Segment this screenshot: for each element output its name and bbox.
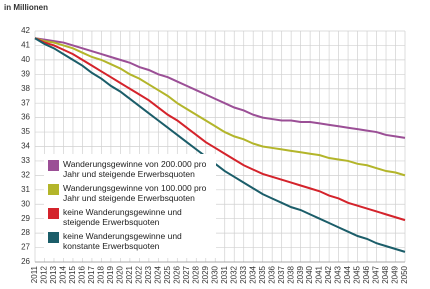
x-tick-label: 2029 xyxy=(201,265,210,283)
line-series xyxy=(34,37,406,253)
x-tick-label: 2040 xyxy=(305,265,314,283)
x-tick-label: 2013 xyxy=(49,265,58,283)
x-tick-label: 2032 xyxy=(229,265,238,283)
x-tick-label: 2048 xyxy=(381,265,390,283)
x-tick-label: 2049 xyxy=(391,265,400,283)
x-tick-label: 2026 xyxy=(172,265,181,283)
y-tick-label: 40 xyxy=(21,55,30,64)
x-tick-label: 2038 xyxy=(286,265,295,283)
x-tick-label: 2033 xyxy=(239,265,248,283)
x-tick-label: 2036 xyxy=(267,265,276,283)
legend-label: Wanderungsgewinne von 200.000 pro Jahr u… xyxy=(63,159,207,179)
x-tick-label: 2020 xyxy=(115,265,124,283)
y-tick-label: 32 xyxy=(21,170,30,179)
x-tick-label: 2037 xyxy=(277,265,286,283)
x-tick-label: 2018 xyxy=(97,265,106,283)
line-series xyxy=(34,37,406,177)
y-tick-label: 34 xyxy=(21,142,30,151)
y-tick-label: 37 xyxy=(21,98,30,107)
line-series xyxy=(34,37,406,139)
x-tick-label: 2046 xyxy=(362,265,371,283)
y-tick-label: 29 xyxy=(21,214,30,223)
legend-item: Wanderungsgewinne von 200.000 pro Jahr u… xyxy=(48,159,212,179)
x-tick-label: 2016 xyxy=(78,265,87,283)
x-tick-label: 2043 xyxy=(334,265,343,283)
x-tick-label: 2034 xyxy=(248,265,257,283)
x-tick-label: 2050 xyxy=(400,265,409,283)
x-tick-label: 2021 xyxy=(125,265,134,283)
x-tick-label: 2045 xyxy=(353,265,362,283)
legend-swatch xyxy=(48,184,59,195)
x-tick-label: 2017 xyxy=(87,265,96,283)
legend-swatch xyxy=(48,208,59,219)
y-tick-label: 39 xyxy=(21,69,30,78)
x-tick-label: 2025 xyxy=(163,265,172,283)
y-tick-label: 38 xyxy=(21,84,30,93)
x-tick-label: 2031 xyxy=(220,265,229,283)
x-tick-label: 2041 xyxy=(315,265,324,283)
legend-item: keine Wanderungsgewinne und konstante Er… xyxy=(48,231,212,251)
legend-label: keine Wanderungsgewinne und konstante Er… xyxy=(63,231,182,251)
x-tick-label: 2011 xyxy=(30,265,39,283)
x-tick-label: 2023 xyxy=(144,265,153,283)
x-tick-label: 2030 xyxy=(210,265,219,283)
x-tick-label: 2012 xyxy=(40,265,49,283)
y-tick-label: 27 xyxy=(21,243,30,252)
x-tick-label: 2039 xyxy=(296,265,305,283)
legend-item: keine Wanderungsgewinne und steigende Er… xyxy=(48,207,212,227)
y-tick-label: 26 xyxy=(21,257,30,266)
x-tick-label: 2027 xyxy=(182,265,191,283)
y-tick-label: 36 xyxy=(21,113,30,122)
y-tick-label: 31 xyxy=(21,185,30,194)
legend-swatch xyxy=(48,232,59,243)
y-tick-label: 35 xyxy=(21,127,30,136)
x-tick-label: 2035 xyxy=(258,265,267,283)
line-series xyxy=(34,37,406,222)
y-tick-label: 30 xyxy=(21,199,30,208)
legend: Wanderungsgewinne von 200.000 pro Jahr u… xyxy=(44,154,216,258)
x-tick-label: 2042 xyxy=(324,265,333,283)
x-tick-label: 2015 xyxy=(68,265,77,283)
x-tick-label: 2019 xyxy=(106,265,115,283)
legend-swatch xyxy=(48,160,59,171)
x-tick-label: 2044 xyxy=(343,265,352,283)
x-tick-label: 2028 xyxy=(191,265,200,283)
legend-item: Wanderungsgewinne von 100.000 pro Jahr u… xyxy=(48,183,212,203)
x-tick-label: 2024 xyxy=(153,265,162,283)
x-tick-label: 2047 xyxy=(372,265,381,283)
y-tick-label: 42 xyxy=(21,26,30,35)
y-tick-label: 41 xyxy=(21,41,30,50)
legend-label: keine Wanderungsgewinne und steigende Er… xyxy=(63,207,182,227)
legend-label: Wanderungsgewinne von 100.000 pro Jahr u… xyxy=(63,183,207,203)
x-tick-label: 2014 xyxy=(59,265,68,283)
x-tick-label: 2022 xyxy=(134,265,143,283)
y-tick-label: 33 xyxy=(21,156,30,165)
y-tick-label: 28 xyxy=(21,228,30,237)
y-axis-label: in Millionen xyxy=(4,3,48,12)
